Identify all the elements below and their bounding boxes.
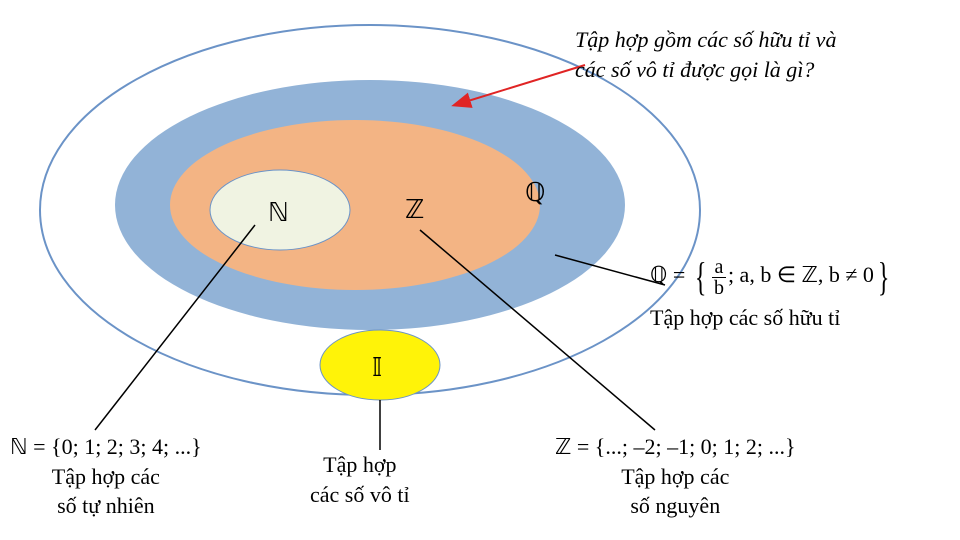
annotation-n-formula: ℕ = {0; 1; 2; 3; 4; ...} xyxy=(10,432,202,462)
annotation-i-desc1: Tập hợp xyxy=(310,450,410,480)
annotation-n-desc1: Tập hợp các xyxy=(10,462,202,492)
annotation-z-desc1: Tập hợp các xyxy=(555,462,796,492)
symbol-z: ℤ xyxy=(405,192,424,227)
annotation-q-formula: ℚ = {ab; a, b ∈ ℤ, b ≠ 0} xyxy=(650,255,893,299)
annotation-z: ℤ = {...; –2; –1; 0; 1; 2; ...} Tập hợp … xyxy=(555,432,796,521)
annotation-q-frac: ab xyxy=(712,257,726,298)
annotation-q-cond: ; a, b ∈ ℤ, b ≠ 0 xyxy=(728,262,874,287)
question-text: Tập hợp gồm các số hữu tỉ và các số vô t… xyxy=(575,25,836,84)
symbol-n: ℕ xyxy=(268,195,289,230)
brace-close-icon: } xyxy=(878,255,890,299)
question-line1: Tập hợp gồm các số hữu tỉ và xyxy=(575,25,836,55)
annotation-q-desc: Tập hợp các số hữu tỉ xyxy=(650,303,893,333)
brace-open-icon: { xyxy=(695,255,707,299)
annotation-z-formula: ℤ = {...; –2; –1; 0; 1; 2; ...} xyxy=(555,432,796,462)
annotation-n-desc2: số tự nhiên xyxy=(10,491,202,521)
symbol-i: 𝕀 xyxy=(372,350,382,385)
annotation-q: ℚ = {ab; a, b ∈ ℤ, b ≠ 0} Tập hợp các số… xyxy=(650,255,893,333)
annotation-i: Tập hợp các số vô tỉ xyxy=(310,450,410,509)
annotation-n: ℕ = {0; 1; 2; 3; 4; ...} Tập hợp các số … xyxy=(10,432,202,521)
annotation-z-desc2: số nguyên xyxy=(555,491,796,521)
symbol-q: ℚ xyxy=(525,175,545,210)
frac-den: b xyxy=(712,278,726,298)
question-line2: các số vô tỉ được gọi là gì? xyxy=(575,55,836,85)
annotation-q-prefix: ℚ = xyxy=(650,262,691,287)
frac-num: a xyxy=(712,257,726,278)
annotation-i-desc2: các số vô tỉ xyxy=(310,480,410,510)
